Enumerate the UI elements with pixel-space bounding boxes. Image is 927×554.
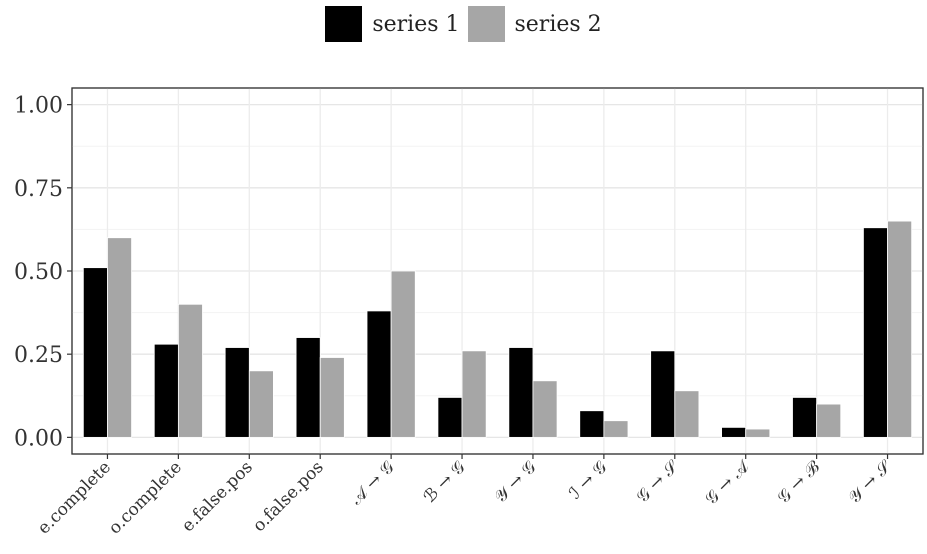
bar-2-6 bbox=[461, 350, 487, 438]
x-tick-label: ℐ → 𝒢 bbox=[565, 457, 611, 503]
legend: series 1 series 2 bbox=[0, 6, 927, 42]
bar-2-8 bbox=[603, 420, 629, 438]
bar-2-2 bbox=[177, 303, 203, 438]
bar-1-6 bbox=[437, 397, 463, 438]
bar-1-7 bbox=[508, 347, 534, 438]
x-tick-label: o.complete bbox=[105, 457, 186, 538]
legend-item-series-1: series 1 bbox=[325, 6, 460, 42]
x-tick-label: 𝒜 → 𝒢 bbox=[347, 457, 399, 509]
bar-1-5 bbox=[366, 310, 392, 438]
x-tick-label: 𝒢 → 𝒮 bbox=[633, 456, 684, 507]
bar-1-2 bbox=[153, 343, 179, 438]
bar-2-12 bbox=[887, 220, 913, 438]
x-tick-label: 𝒴 → 𝒢 bbox=[491, 457, 541, 507]
y-tick-label: 0.25 bbox=[14, 343, 63, 368]
bar-1-10 bbox=[721, 426, 747, 438]
bar-2-9 bbox=[674, 390, 700, 438]
bar-1-3 bbox=[224, 347, 250, 438]
y-tick-label: 0.00 bbox=[14, 426, 63, 451]
y-tick-label: 0.75 bbox=[14, 177, 63, 202]
bar-2-7 bbox=[532, 380, 558, 438]
legend-swatch-series-2 bbox=[467, 6, 505, 42]
x-tick-label: 𝒴 → 𝒮 bbox=[844, 456, 896, 508]
x-tick-label: 𝒢 → 𝒜 bbox=[701, 456, 754, 509]
y-tick-label: 1.00 bbox=[14, 94, 63, 119]
bar-2-5 bbox=[390, 270, 416, 438]
x-tick-label: e.complete bbox=[34, 457, 115, 538]
bar-2-4 bbox=[319, 357, 345, 438]
legend-swatch-series-1 bbox=[325, 6, 363, 42]
x-tick-label: e.false.pos bbox=[178, 457, 257, 536]
bar-2-10 bbox=[745, 428, 771, 438]
y-tick-label: 0.50 bbox=[14, 260, 63, 285]
x-tick-label: ℬ → 𝒢 bbox=[420, 457, 470, 507]
legend-label-series-2: series 2 bbox=[514, 11, 602, 37]
bar-1-4 bbox=[295, 337, 321, 438]
bar-2-11 bbox=[816, 403, 842, 438]
x-tick-label: o.false.pos bbox=[249, 457, 328, 536]
bar-2-1 bbox=[107, 237, 132, 438]
legend-label-series-1: series 1 bbox=[372, 11, 460, 37]
bar-1-1 bbox=[82, 267, 108, 438]
bar-2-3 bbox=[248, 370, 274, 438]
bar-1-12 bbox=[863, 227, 888, 438]
bar-1-8 bbox=[579, 410, 605, 438]
bar-1-11 bbox=[792, 397, 818, 438]
x-tick-label: 𝒢 → ℬ bbox=[774, 457, 825, 508]
legend-item-series-2: series 2 bbox=[467, 6, 602, 42]
bar-1-9 bbox=[650, 350, 676, 438]
